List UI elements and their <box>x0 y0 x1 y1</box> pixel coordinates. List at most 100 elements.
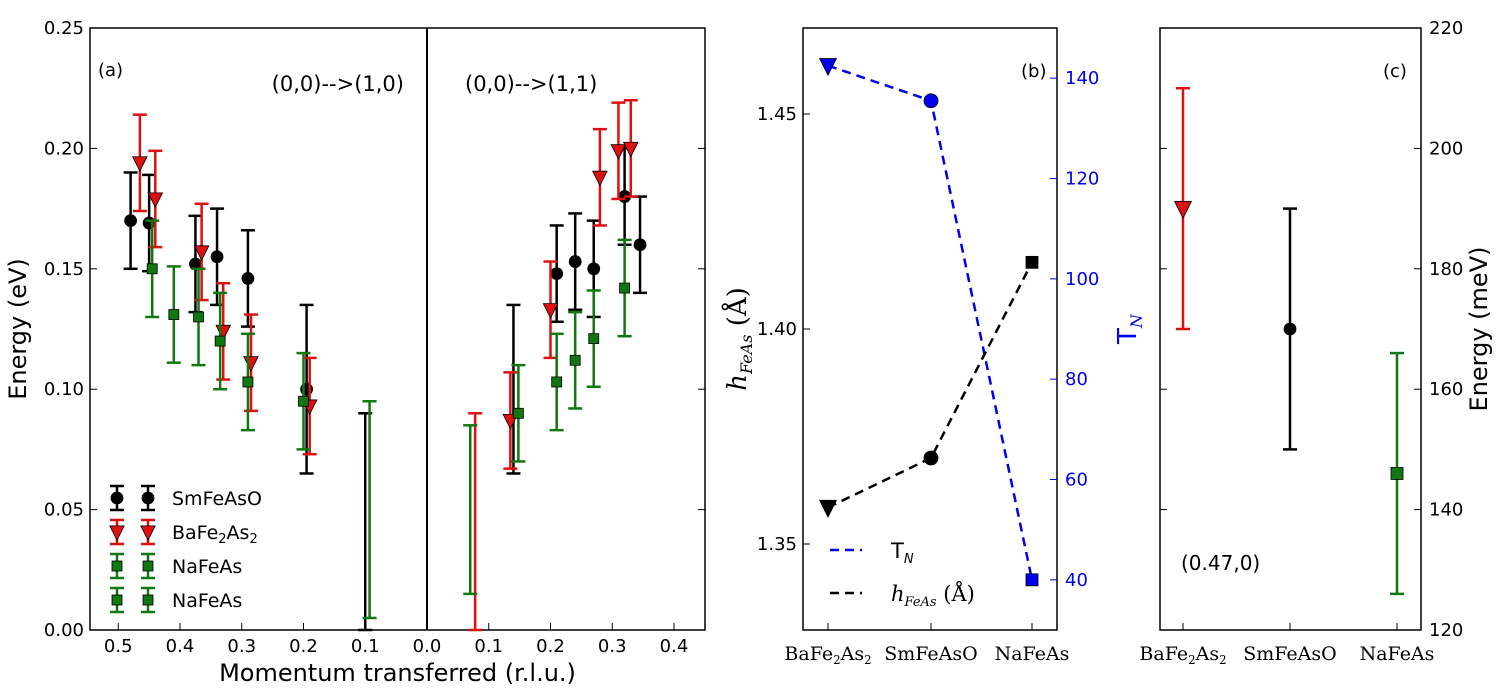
data-point <box>146 263 158 275</box>
data-point <box>512 407 524 419</box>
y-axis-label-left: hFeAs (Å) <box>721 287 756 391</box>
error-bar <box>463 424 478 596</box>
data-point <box>622 141 639 158</box>
data-point <box>241 272 255 285</box>
legend: TN hFeAs (Å) <box>830 539 975 610</box>
data-point <box>592 170 608 187</box>
data-point <box>298 395 309 407</box>
y-tick-label: 0.00 <box>44 620 84 641</box>
x-tick-label: 0.4 <box>166 636 195 657</box>
y-axis-label-right: TN <box>1113 313 1146 345</box>
legend-label: NaFeAs <box>172 590 242 612</box>
legend-label: BaFe2As2 <box>172 522 258 547</box>
data-point <box>550 267 564 281</box>
x-category-label: SmFeAsO <box>1243 643 1336 665</box>
data-point <box>242 376 254 388</box>
y-tick-label: 160 <box>1429 379 1463 400</box>
data-point <box>1390 467 1404 480</box>
y-tick-label: 0.25 <box>44 18 84 39</box>
y-tick-label: 0.20 <box>44 138 84 159</box>
data-point-group <box>1283 207 1297 451</box>
x-tick-label: 0.5 <box>104 636 133 657</box>
legend-label: NaFeAs <box>172 556 242 578</box>
error-bar <box>362 399 377 620</box>
legend-marker <box>110 491 124 505</box>
q-annotation: (0.47,0) <box>1181 551 1260 575</box>
y-tick-label: 220 <box>1429 18 1463 39</box>
y-tick-label-right: 40 <box>1065 570 1088 591</box>
legend-label: SmFeAsO <box>172 488 262 510</box>
series-line <box>827 64 1034 581</box>
plot-frame <box>802 27 1058 631</box>
x-tick-label: 0.0 <box>413 636 442 657</box>
data-point <box>551 376 563 388</box>
y-tick-label-right: 140 <box>1065 68 1099 89</box>
panel-a: 0.00 0.05 0.10 0.15 0.20 0.25 0.5 0.4 0.3 0.2 0.1 0… <box>4 18 706 687</box>
data-point <box>124 214 138 228</box>
legend-item: BaFe2As2 <box>109 518 258 547</box>
data-point <box>818 499 838 519</box>
legend-label: TN <box>890 539 914 567</box>
y-tick-label-left: 1.35 <box>757 534 797 555</box>
x-tick-label: 0.2 <box>289 636 318 657</box>
x-tick-label: 0.3 <box>227 636 256 657</box>
legend-marker <box>142 594 154 606</box>
data-point <box>633 238 647 252</box>
x-tick-label: 0.3 <box>598 636 627 657</box>
legend-item: SmFeAsO <box>110 484 262 512</box>
data-point <box>923 93 939 109</box>
panel-label: (b) <box>1021 61 1046 82</box>
panel-label: (a) <box>98 60 123 81</box>
data-point <box>610 144 627 160</box>
y-tick-label: 0.15 <box>44 259 84 280</box>
legend-label: hFeAs (Å) <box>891 581 975 610</box>
series-line <box>827 261 1034 509</box>
data-point <box>1283 322 1297 336</box>
legend-marker <box>109 525 125 542</box>
x-tick-label: 0.1 <box>474 636 503 657</box>
y-tick-label-right: 80 <box>1065 369 1088 390</box>
data-point <box>132 156 148 173</box>
data-point <box>587 262 601 276</box>
plot-frame <box>89 27 706 631</box>
series-tn <box>818 58 1039 587</box>
data-point <box>568 255 582 268</box>
data-point <box>243 356 259 372</box>
data-point <box>168 309 180 320</box>
data-point <box>818 58 838 77</box>
legend-item: TN <box>830 539 914 567</box>
data-point <box>147 192 164 209</box>
y-tick-label-left: 1.45 <box>757 104 797 125</box>
data-point <box>923 450 939 466</box>
y-tick-label: 180 <box>1429 259 1463 280</box>
data-point <box>193 245 210 262</box>
y-tick-label: 0.10 <box>44 379 84 400</box>
legend-marker <box>142 560 154 572</box>
y-tick-label: 200 <box>1429 138 1463 159</box>
y-tick-label-left: 1.40 <box>757 319 797 340</box>
data-point <box>542 303 559 319</box>
x-category-label: NaFeAs <box>1360 643 1435 665</box>
legend-item: NaFeAs <box>110 552 242 580</box>
y-axis-label: Energy (eV) <box>4 258 32 400</box>
data-point <box>214 335 226 347</box>
legend-item: hFeAs (Å) <box>830 581 975 610</box>
data-point <box>588 333 600 345</box>
data-point <box>1025 573 1039 587</box>
series-bafe2as2 <box>132 98 639 632</box>
data-point <box>1173 201 1193 220</box>
panel-c: 120 140 160 180 200 220 BaFe2As2 SmFeAsO NaFeAs (… <box>1139 18 1493 667</box>
x-tick-label: 0.4 <box>660 636 689 657</box>
right-direction-title: (0,0)-->(1,1) <box>465 72 597 96</box>
panel-b: 1.35 1.40 1.45 40 60 80 100 120 140 BaFe2As2 SmFeA… <box>721 27 1146 667</box>
x-axis-label: Momentum transferred (r.l.u.) <box>219 659 576 687</box>
x-category-label: BaFe2As2 <box>1139 643 1226 667</box>
x-tick-label: 0.1 <box>351 636 380 657</box>
x-category-label: BaFe2As2 <box>784 643 871 667</box>
data-point <box>619 282 630 294</box>
series-nafeas <box>145 219 632 620</box>
legend-marker <box>141 491 155 505</box>
error-bar <box>506 303 521 475</box>
y-tick-label: 0.05 <box>44 500 84 521</box>
